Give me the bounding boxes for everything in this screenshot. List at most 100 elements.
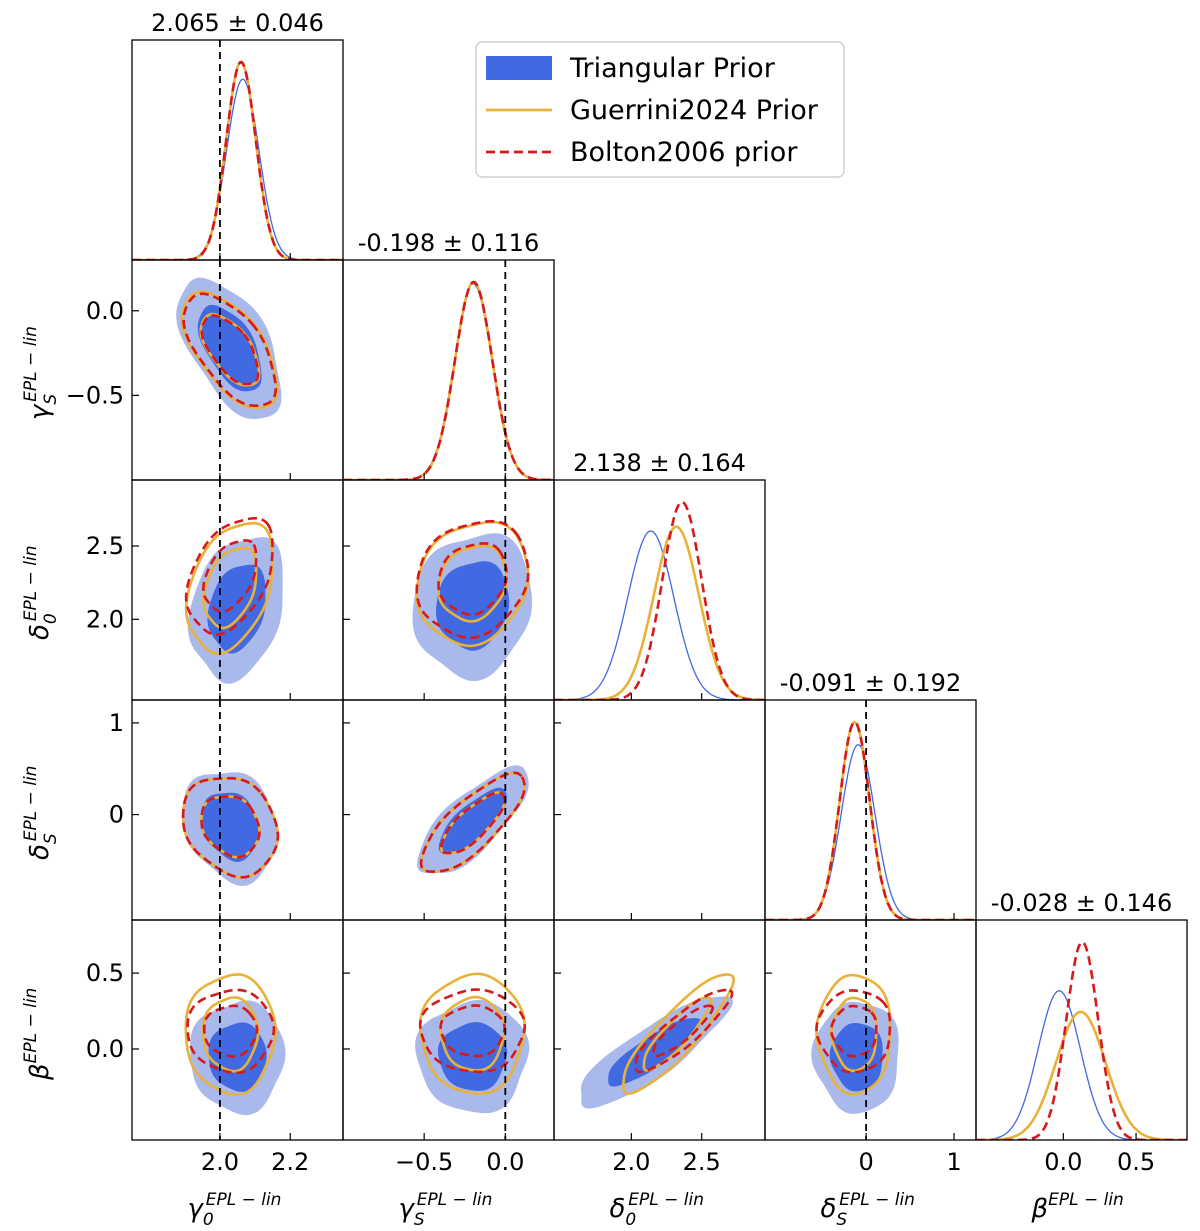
panel-delta0-vs-deltaS [553,699,766,921]
legend-label-guerrini2024-prior: Guerrini2024 Prior [570,95,819,126]
panel-frame [131,39,344,261]
contour68-beta-vs-deltaS-triangular-prior [829,1023,883,1092]
xtick-label-delta0: 2.0 [612,1148,650,1176]
contour95-beta-vs-delta0-bolton2006-prior [634,988,734,1074]
ytick-label-delta0: 2.5 [86,532,124,560]
marginal-beta-triangular-prior [976,990,1187,1140]
contour68-gammaS-vs-gamma0-triangular-prior [197,304,262,392]
title-beta: -0.028 ± 0.146 [991,889,1172,917]
contour95-beta-vs-deltaS-bolton2006-prior [815,989,892,1074]
xtick-label-gammaS: 0.0 [486,1148,524,1176]
panel-beta: -0.028 ± 0.146 0.0 0.5 [975,889,1188,1176]
panel-gammaS: -0.198 ± 0.116 [342,229,555,481]
marginal-beta-bolton2006-prior [976,940,1187,1140]
legend-frame [475,41,845,178]
panel-gamma0-vs-delta0: 2.0 2.5 [86,479,344,701]
ytick-label-deltaS: 0 [109,801,124,829]
contour95-delta0-vs-gamma0-bolton2006-prior [184,517,274,636]
contour68-delta0-vs-gammaS-triangular-prior [436,561,510,651]
xaxis-label-gamma0: γ0EPL − lin [188,1190,282,1230]
contour68-beta-vs-gammaS-triangular-prior [438,1022,508,1091]
panel-gamma0-vs-gammaS: −0.5 0.0 [66,259,344,481]
yaxis-label-deltaS: δSEPL − lin [21,766,61,860]
marginal-deltaS-triangular-prior [765,744,976,920]
title-deltaS: -0.091 ± 0.192 [780,669,961,697]
xtick-label-delta0: 2.5 [683,1148,721,1176]
contour68-beta-vs-gammaS-guerrini2024-prior [439,995,506,1072]
panel-gamma0: 2.065 ± 0.046 [131,9,344,261]
legend-swatch-triangular-prior [486,56,552,80]
yaxis-label-delta0: δ0EPL − lin [21,546,61,641]
panel-gamma0-vs-deltaS: 01 [109,699,344,921]
xtick-label-gamma0: 2.0 [201,1148,239,1176]
contour95-deltaS-vs-gammaS-bolton2006-prior [419,771,526,873]
panel-gammaS-vs-delta0 [342,479,555,701]
marginal-gamma0-triangular-prior [132,78,343,260]
contour68-deltaS-vs-gammaS-bolton2006-prior [439,791,506,855]
contour68-delta0-vs-gamma0-guerrini2024-prior [201,546,258,630]
panel-delta0-vs-beta: 2.0 2.5 [553,919,766,1176]
marginal-beta-guerrini2024-prior [976,1010,1187,1140]
ytick-label-deltaS: 1 [109,709,124,737]
xaxis-label-beta: βEPL − lin [1031,1190,1124,1224]
legend-label-bolton2006-prior: Bolton2006 prior [570,137,798,168]
marginal-gamma0-guerrini2024-prior [132,60,343,260]
contour68-beta-vs-gamma0-guerrini2024-prior [201,996,260,1073]
xtick-label-deltaS: 1 [946,1148,961,1176]
xtick-label-gamma0: 2.2 [271,1148,309,1176]
panel-frame [975,919,1188,1141]
contour68-beta-vs-gammaS-bolton2006-prior [439,1004,506,1058]
ytick-label-beta: 0.0 [86,1035,124,1063]
panel-deltaS: -0.091 ± 0.192 [764,669,977,921]
panel-gammaS-vs-deltaS [342,699,555,921]
ytick-label-delta0: 2.0 [86,605,124,633]
marginal-gammaS-triangular-prior [343,283,554,480]
yaxis-label-gammaS: γSEPL − lin [21,326,61,420]
marginal-delta0-bolton2006-prior [554,500,765,700]
panel-delta0: 2.138 ± 0.164 [553,449,766,701]
marginal-deltaS-bolton2006-prior [765,720,976,920]
legend: Triangular Prior Guerrini2024 Prior Bolton… [475,41,845,178]
ytick-label-gammaS: 0.0 [86,297,124,325]
yaxis-label-beta: βEPL − lin [21,988,55,1081]
panel-gammaS-vs-beta: −0.5 0.0 [342,919,555,1176]
marginal-delta0-triangular-prior [554,530,765,700]
contour95-gammaS-vs-gamma0-bolton2006-prior [182,292,278,408]
contour95-delta0-vs-gammaS-bolton2006-prior [415,520,530,640]
contour68-deltaS-vs-gammaS-triangular-prior [438,787,507,854]
ytick-label-gammaS: −0.5 [66,381,124,409]
xaxis-label-gammaS: γSEPL − lin [399,1190,493,1230]
title-delta0: 2.138 ± 0.164 [573,449,746,477]
xtick-label-gammaS: −0.5 [395,1148,453,1176]
contour68-delta0-vs-gammaS-bolton2006-prior [437,542,509,617]
contour95-beta-vs-gamma0-bolton2006-prior [186,988,276,1075]
contour68-deltaS-vs-gamma0-triangular-prior [201,792,260,862]
contour68-beta-vs-gamma0-triangular-prior [208,1022,267,1092]
marginal-deltaS-guerrini2024-prior [765,720,976,920]
contour68-beta-vs-gamma0-bolton2006-prior [202,1004,259,1058]
marginal-gamma0-bolton2006-prior [132,60,343,260]
contour68-beta-vs-deltaS-bolton2006-prior [830,1004,878,1058]
marginal-gammaS-guerrini2024-prior [343,280,554,480]
contour95-beta-vs-gamma0-guerrini2024-prior [184,973,277,1097]
contour95-beta-vs-gammaS-bolton2006-prior [418,988,526,1074]
contour95-beta-vs-delta0-guerrini2024-prior [621,973,736,1096]
xaxis-label-deltaS: δSEPL − lin [821,1190,915,1230]
panel-frame [553,699,766,921]
legend-label-triangular-prior: Triangular Prior [569,53,776,84]
panel-frame [342,259,555,481]
marginal-delta0-guerrini2024-prior [554,525,765,700]
ytick-label-beta: 0.5 [86,959,124,987]
contour95-delta0-vs-gamma0-guerrini2024-prior [184,521,274,656]
contour95-beta-vs-gammaS-guerrini2024-prior [418,972,526,1095]
xaxis-label-delta0: δ0EPL − lin [610,1190,705,1230]
contour68-gammaS-vs-gamma0-bolton2006-prior [200,314,260,386]
contour68-beta-vs-delta0-bolton2006-prior [652,1004,715,1058]
xtick-label-deltaS: 0 [858,1148,873,1176]
xtick-label-beta: 0.5 [1117,1148,1155,1176]
marginal-gammaS-bolton2006-prior [343,280,554,480]
panel-gamma0-vs-beta: 2.0 2.2 0.0 0.5 [86,919,344,1176]
title-gammaS: -0.198 ± 0.116 [358,229,539,257]
contour95-deltaS-vs-gamma0-bolton2006-prior [181,776,280,879]
